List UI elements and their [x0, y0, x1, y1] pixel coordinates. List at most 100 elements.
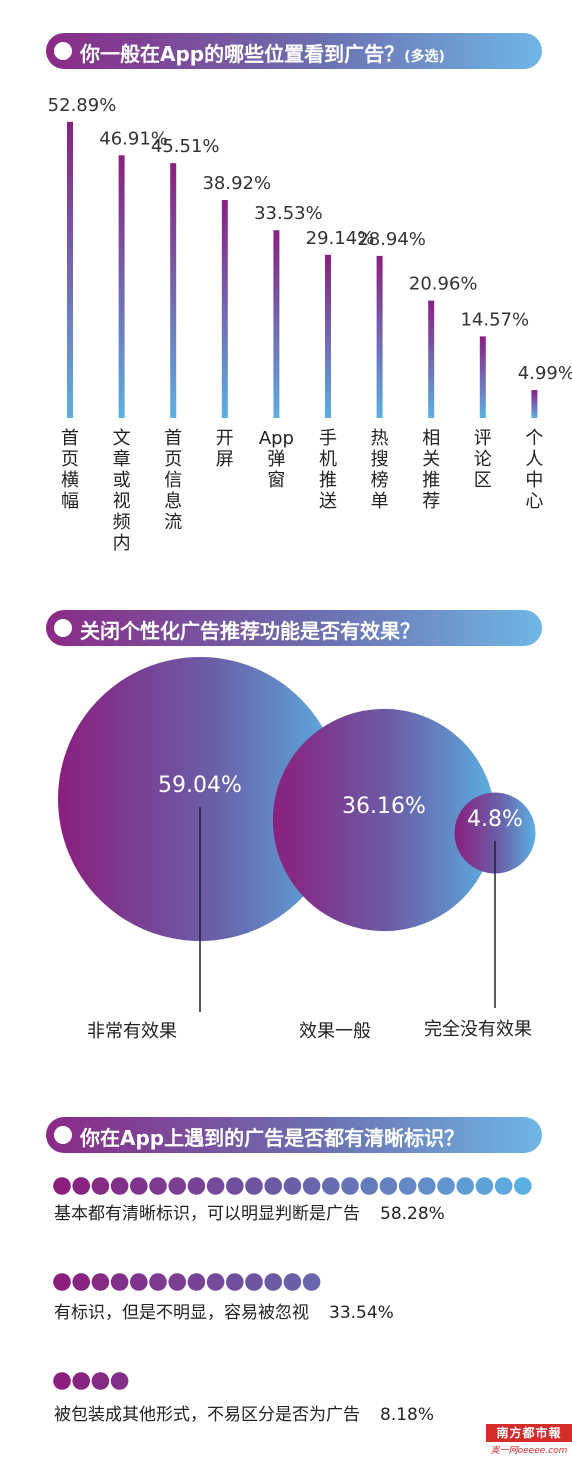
- dot: [91, 1372, 110, 1390]
- section-title-text: 关闭个性化广告推荐功能是否有效果？: [80, 619, 420, 643]
- category-label: 频: [113, 512, 131, 533]
- category-label: 送: [319, 491, 337, 512]
- dot-category-label: 基本都有清晰标识，可以明显判断是广告: [54, 1204, 360, 1224]
- category-label: 荐: [422, 491, 440, 512]
- category-label: 搜: [371, 449, 389, 470]
- category-label: 章: [113, 449, 131, 470]
- category-label: 息: [164, 491, 182, 512]
- dot-value-label: 33.54%: [329, 1303, 394, 1323]
- dot: [130, 1177, 148, 1195]
- dot: [360, 1177, 379, 1195]
- dot: [130, 1273, 148, 1291]
- dot: [187, 1177, 206, 1195]
- newspaper-logo: 南方都市報 奥一网oeeee.com: [486, 1424, 572, 1458]
- category-label: 论: [474, 449, 492, 470]
- dot-value-label: 58.28%: [380, 1204, 445, 1224]
- category-label: 心: [525, 491, 543, 512]
- bullet-icon: [54, 619, 72, 637]
- category-label: 内: [113, 533, 131, 554]
- dot: [110, 1273, 129, 1291]
- dot: [91, 1177, 110, 1195]
- dot: [264, 1273, 283, 1291]
- category-label: 单: [371, 491, 389, 512]
- dot: [456, 1177, 475, 1195]
- bar-value-label: 38.92%: [202, 173, 271, 194]
- category-label: 中: [525, 470, 543, 491]
- dot: [302, 1273, 321, 1291]
- bubble-value-label: 36.16%: [342, 794, 426, 819]
- category-label: 首: [164, 428, 182, 449]
- bar: [428, 300, 435, 418]
- dot: [72, 1177, 90, 1195]
- category-label: 相: [422, 428, 440, 449]
- category-label: 幅: [61, 491, 79, 512]
- bubble: [58, 657, 342, 941]
- category-label: App: [259, 428, 294, 449]
- dot-category-label: 被包装成其他形式，不易区分是否为广告: [54, 1405, 360, 1425]
- dot: [341, 1177, 359, 1195]
- dot: [206, 1177, 225, 1195]
- category-label: 弹: [267, 449, 285, 470]
- bubble: [272, 708, 496, 932]
- category-label: 视: [113, 491, 131, 512]
- bar: [376, 255, 383, 418]
- bubble: [454, 792, 536, 874]
- dot: [418, 1177, 436, 1195]
- dot: [168, 1177, 186, 1195]
- dot: [379, 1177, 398, 1195]
- bullet-icon: [54, 1126, 72, 1144]
- dot: [187, 1273, 206, 1291]
- dot: [226, 1177, 244, 1195]
- bar-value-label: 4.99%: [518, 363, 572, 384]
- category-label: 个: [525, 428, 543, 449]
- dot: [53, 1372, 71, 1390]
- dot: [322, 1177, 340, 1195]
- category-label: 页: [164, 449, 182, 470]
- bar: [67, 121, 73, 418]
- bar: [273, 230, 280, 418]
- bar-value-label: 33.53%: [254, 203, 323, 224]
- dot: [245, 1273, 263, 1291]
- dot: [206, 1273, 225, 1291]
- section-title-personalized-ads: 关闭个性化广告推荐功能是否有效果？: [46, 610, 542, 646]
- section-title-ad-labeling: 你在App上遇到的广告是否都有清晰标识？: [46, 1117, 542, 1153]
- bubble-value-label: 59.04%: [158, 773, 242, 798]
- category-label: 页: [61, 449, 79, 470]
- bar: [221, 200, 228, 418]
- category-label: 横: [61, 470, 79, 491]
- dot: [283, 1177, 302, 1195]
- category-label: 或: [113, 470, 131, 491]
- bubble-category-label: 效果一般: [299, 1021, 371, 1042]
- section-title-suffix: (多选): [404, 49, 445, 65]
- category-label: 评: [474, 428, 492, 449]
- bubble-chart: 59.04% 非常有效果 36.16% 效果一般 4.8% 完全没有效果: [58, 657, 536, 1042]
- category-label: 屏: [216, 449, 234, 470]
- category-label: 关: [422, 449, 440, 470]
- category-label: 人: [525, 449, 543, 470]
- category-label: 手: [319, 428, 337, 449]
- dot-value-label: 8.18%: [380, 1405, 434, 1425]
- bar: [479, 336, 486, 418]
- category-label: 文: [113, 428, 131, 449]
- category-label: 区: [474, 470, 492, 491]
- dot-category-label: 有标识，但是不明显，容易被忽视: [54, 1303, 309, 1323]
- category-label: 窗: [267, 470, 285, 491]
- dot: [168, 1273, 186, 1291]
- bar: [118, 155, 125, 418]
- category-label: 推: [422, 470, 440, 491]
- category-label: 榜: [371, 470, 389, 491]
- bar-value-label: 45.51%: [151, 136, 220, 157]
- bar-value-label: 20.96%: [409, 274, 478, 295]
- dot: [72, 1372, 90, 1390]
- dot: [53, 1273, 71, 1291]
- dot: [72, 1273, 90, 1291]
- dot: [494, 1177, 513, 1195]
- category-label: 机: [319, 449, 337, 470]
- category-label: 热: [371, 428, 389, 449]
- category-label: 首: [61, 428, 79, 449]
- dot: [110, 1372, 129, 1390]
- bar-value-label: 29.14%: [306, 228, 375, 249]
- section-title-text: 你在App上遇到的广告是否都有清晰标识？: [80, 1126, 465, 1150]
- category-label: 信: [164, 470, 182, 491]
